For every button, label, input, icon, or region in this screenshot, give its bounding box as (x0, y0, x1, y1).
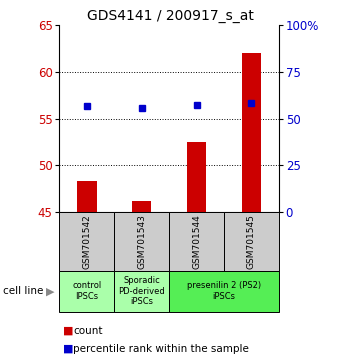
Bar (114, 271, 169, 312)
Bar (187, 142, 206, 212)
Text: GDS4141 / 200917_s_at: GDS4141 / 200917_s_at (87, 9, 253, 23)
Text: GSM701544: GSM701544 (192, 214, 201, 269)
Text: cell line: cell line (3, 286, 44, 296)
Bar (114, 212, 169, 271)
Text: GSM701545: GSM701545 (247, 214, 256, 269)
Text: percentile rank within the sample: percentile rank within the sample (73, 344, 249, 354)
Text: GSM701542: GSM701542 (82, 214, 91, 269)
Text: control
IPSCs: control IPSCs (72, 281, 102, 301)
Text: ▶: ▶ (46, 286, 54, 296)
Bar (59, 271, 114, 312)
Bar (169, 271, 279, 312)
Bar (132, 201, 151, 212)
Text: ■: ■ (63, 344, 73, 354)
Text: Sporadic
PD-derived
iPSCs: Sporadic PD-derived iPSCs (118, 276, 165, 306)
Bar (169, 212, 224, 271)
Text: presenilin 2 (PS2)
iPSCs: presenilin 2 (PS2) iPSCs (187, 281, 261, 301)
Bar (77, 182, 97, 212)
Text: GSM701543: GSM701543 (137, 214, 146, 269)
Text: count: count (73, 326, 103, 336)
Text: ■: ■ (63, 326, 73, 336)
Bar (224, 212, 279, 271)
Bar (242, 53, 261, 212)
Bar (59, 212, 114, 271)
